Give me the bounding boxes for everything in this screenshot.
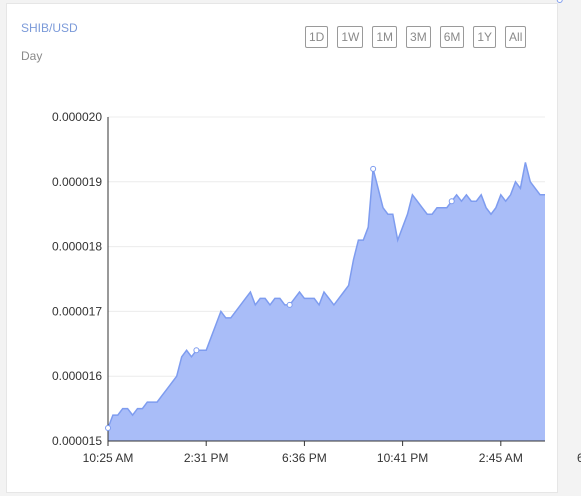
range-button-3m[interactable]: 3M	[406, 26, 431, 48]
y-tick-label: 0.000016	[52, 369, 102, 383]
y-tick-label: 0.000020	[52, 110, 102, 124]
range-button-1d[interactable]: 1D	[305, 26, 329, 48]
range-button-1w[interactable]: 1W	[337, 26, 364, 48]
range-button-1m[interactable]: 1M	[372, 26, 398, 48]
data-point-marker	[370, 165, 377, 172]
data-point-marker	[448, 198, 455, 205]
y-tick-label: 0.000017	[52, 304, 102, 318]
x-tick-label: 10:41 PM	[377, 451, 428, 465]
range-button-1y[interactable]: 1Y	[473, 26, 497, 48]
data-point-marker	[105, 425, 111, 432]
x-tick-label: 6:51 AM	[577, 451, 581, 465]
period-label: Day	[21, 49, 43, 63]
x-tick-label: 2:31 PM	[184, 451, 229, 465]
price-area	[108, 162, 545, 441]
x-tick-label: 6:36 PM	[282, 451, 327, 465]
range-selector: 1D 1W 1M 3M 6M 1Y All	[305, 26, 527, 48]
data-point-marker	[556, 0, 563, 3]
data-point-marker	[286, 301, 293, 308]
y-tick-label: 0.000018	[52, 240, 102, 254]
x-tick-label: 2:45 AM	[479, 451, 523, 465]
y-tick-label: 0.000015	[52, 434, 102, 448]
range-button-6m[interactable]: 6M	[439, 26, 465, 48]
pair-label: SHIB/USD	[21, 21, 78, 35]
price-line	[107, 162, 545, 429]
x-tick-label: 10:25 AM	[83, 451, 134, 465]
data-point-marker	[193, 347, 200, 354]
range-button-all[interactable]: All	[505, 26, 527, 48]
y-tick-label: 0.000019	[52, 175, 102, 189]
